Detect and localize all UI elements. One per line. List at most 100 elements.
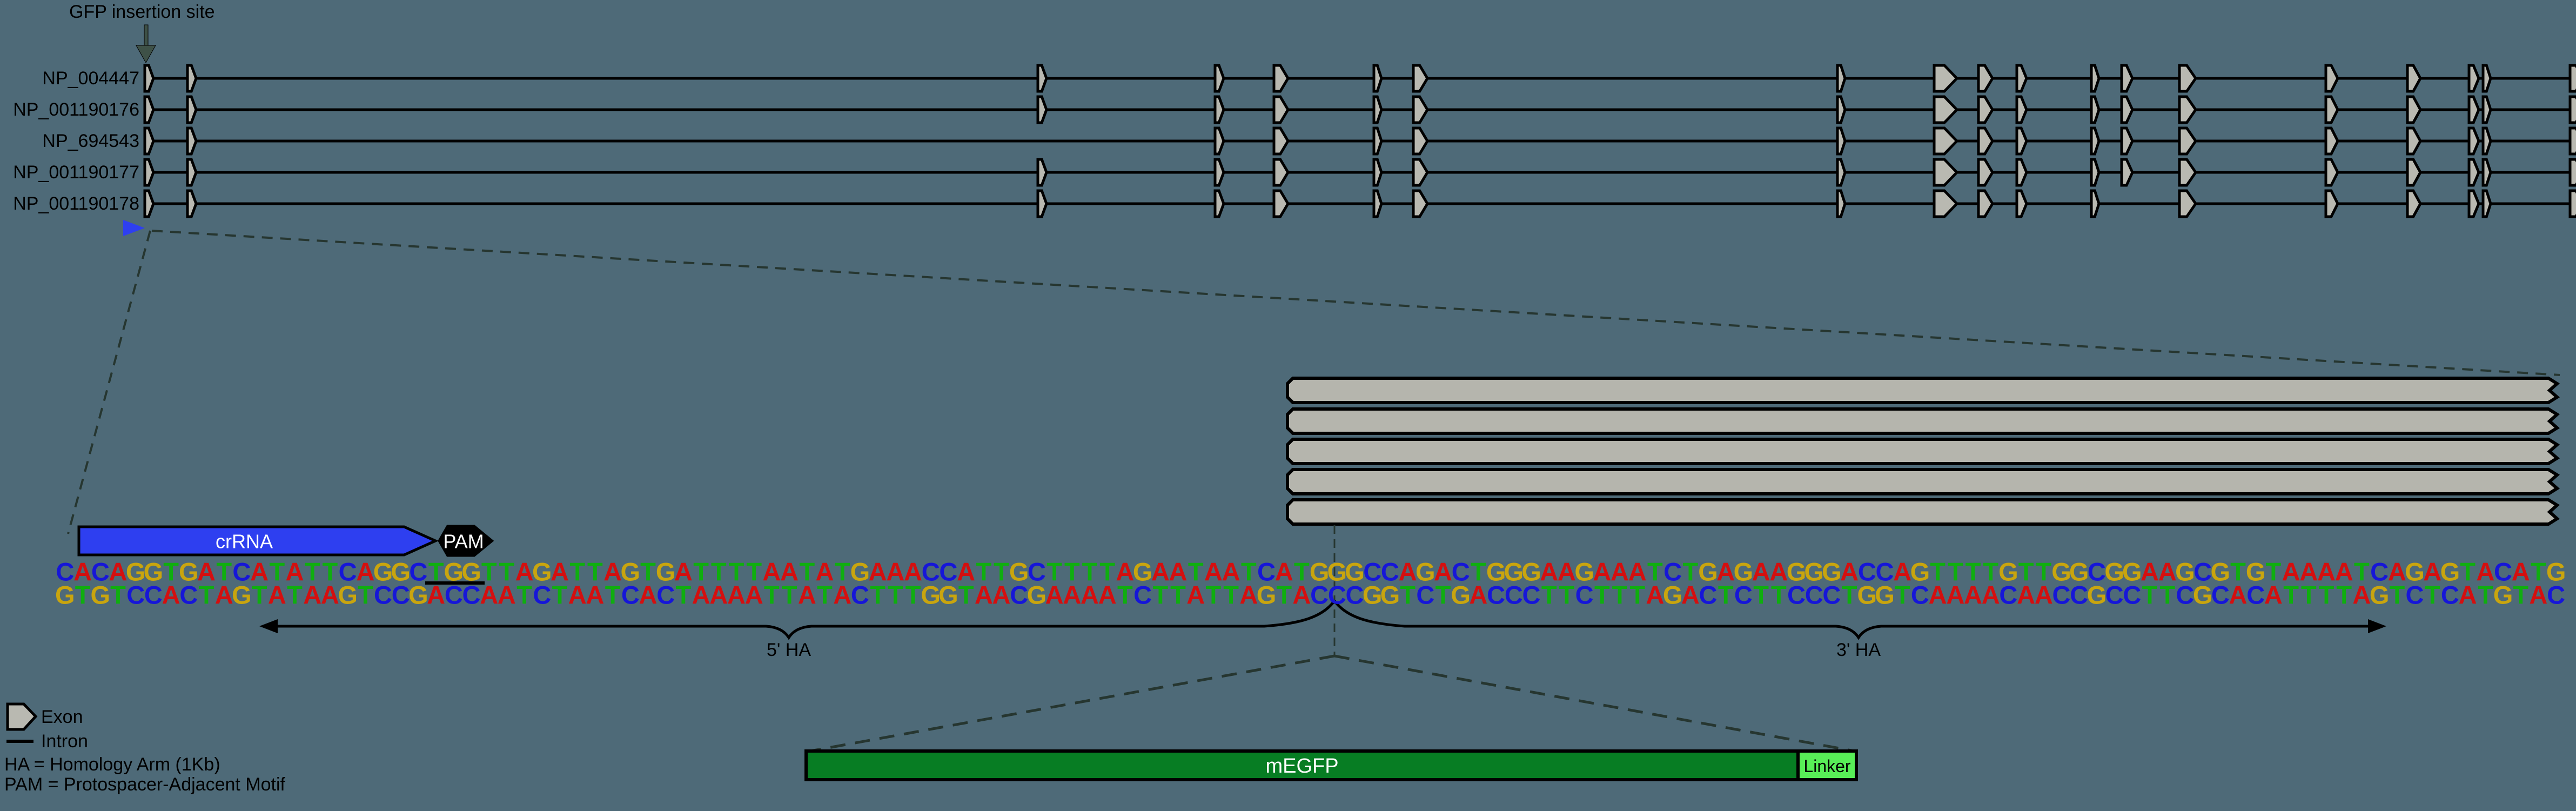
exon-glyph — [2178, 64, 2198, 93]
exon-glyph — [1412, 95, 1429, 124]
sequence-top-strand-base: C — [1257, 558, 1276, 586]
sequence-bottom-strand-base: A — [498, 581, 516, 609]
sequence-top-strand-base: T — [994, 558, 1009, 586]
exon-glyph — [2324, 95, 2339, 124]
sequence-bottom-strand-base: A — [1186, 581, 1205, 609]
sequence-bottom-strand-base: C — [2406, 581, 2424, 609]
sequence-bottom-strand-base: A — [2459, 581, 2477, 609]
sequence-top-strand-base: T — [2460, 558, 2476, 586]
sequence-top-strand-base: T — [2354, 558, 2370, 586]
exon-glyph — [2481, 95, 2492, 124]
exon-glyph — [1836, 126, 1847, 156]
exon-glyph — [1933, 64, 1959, 93]
exon-glyph — [2568, 158, 2576, 187]
sequence-bottom-strand-base: C — [656, 581, 675, 609]
sequence-top-strand-base: C — [1028, 558, 1046, 586]
sequence-bottom-strand-base: A — [1045, 581, 1064, 609]
exon-glyph — [1412, 189, 1429, 218]
sequence-bottom-strand-base: C — [2211, 581, 2230, 609]
exon-glyph — [1933, 189, 1959, 218]
sequence-top-strand-base: T — [711, 558, 727, 586]
sequence-bottom-strand-base: G — [1380, 581, 1400, 609]
sequence-bottom-strand-base: A — [480, 581, 498, 609]
sequence-bottom-strand-base: A — [833, 581, 851, 609]
exon-glyph — [2178, 126, 2198, 156]
legend-pam-definition: PAM = Protospacer-Adjacent Motif — [4, 774, 286, 795]
sequence-top-strand-base: G — [1133, 558, 1153, 586]
pam-hexagon — [438, 525, 494, 557]
sequence-bottom-strand-base: C — [1416, 581, 1434, 609]
sequence-bottom-strand-base: G — [2087, 581, 2107, 609]
exon-glyph — [143, 64, 155, 93]
sequence-bottom-strand-base: A — [1982, 581, 2000, 609]
sequence-bottom-strand-base: T — [605, 581, 621, 609]
sequence-top-strand-base: T — [1471, 558, 1486, 586]
sequence-bottom-strand-base: C — [1734, 581, 1753, 609]
sequence-top-strand-base: A — [2476, 558, 2494, 586]
sequence-top-strand-base: A — [2335, 558, 2353, 586]
sequence-bottom-strand-base: G — [338, 581, 358, 609]
sequence-bottom-strand-base: A — [568, 581, 587, 609]
guide-annotations-layer — [6, 525, 2386, 781]
sequence-bottom-strand-base: C — [2123, 581, 2141, 609]
zoom-region-bar — [1286, 468, 2560, 495]
sequence-bottom-strand-base: G — [232, 581, 252, 609]
transcript-tracks-layer — [123, 24, 2576, 236]
sequence-bottom-strand-base: T — [2513, 581, 2528, 609]
sequence-top-strand-base: A — [886, 558, 904, 586]
exon-glyph — [1272, 95, 1290, 124]
sequence-top-strand-base: A — [1275, 558, 1293, 586]
sequence-bottom-strand-base: C — [374, 581, 392, 609]
sequence-top-strand-base: T — [499, 558, 515, 586]
sequence-top-strand-base: T — [481, 558, 497, 586]
exon-glyph — [2406, 64, 2422, 93]
sequence-top-strand-base: A — [1893, 558, 1911, 586]
exon-glyph — [2467, 189, 2480, 218]
sequence-bottom-strand-base: C — [533, 581, 551, 609]
sequence-top-strand-base: G — [1310, 558, 1330, 586]
sequence-bottom-strand-base: T — [1842, 581, 1857, 609]
sequence-bottom-strand-base: G — [1663, 581, 1683, 609]
sequence-top-strand-base: C — [339, 558, 357, 586]
sequence-bottom-strand-base: C — [445, 581, 463, 609]
sequence-bottom-strand-base: C — [462, 581, 481, 609]
sequence-bottom-strand-base: A — [692, 581, 710, 609]
sequence-bottom-strand-base: T — [1206, 581, 1222, 609]
sequence-bottom-strand-base: A — [1469, 581, 1487, 609]
sequence-bottom-strand-base: T — [110, 581, 126, 609]
sequence-bottom-strand-base: T — [2301, 581, 2317, 609]
exon-glyph — [2406, 189, 2422, 218]
exon-glyph — [2568, 189, 2576, 218]
sequence-bottom-strand-base: T — [2389, 581, 2405, 609]
sequence-bottom-strand-base: A — [798, 581, 816, 609]
sequence-top-strand-base: A — [286, 558, 304, 586]
sequence-top-strand-base: T — [640, 558, 656, 586]
exon-glyph — [1213, 158, 1225, 187]
sequence-bottom-strand-base: C — [179, 581, 198, 609]
exon-glyph — [1412, 64, 1429, 93]
exon-glyph — [2481, 189, 2492, 218]
sequence-bottom-strand-base: A — [2035, 581, 2053, 609]
sequence-bottom-strand-base: T — [1594, 581, 1610, 609]
sequence-bottom-strand-base: A — [2352, 581, 2371, 609]
sequence-top-strand-base: A — [197, 558, 216, 586]
zoom-region-bar — [1286, 407, 2560, 435]
sequence-bottom-strand-base: C — [2052, 581, 2071, 609]
sequence-top-strand-base: G — [1822, 558, 1842, 586]
sequence-bottom-strand-base: G — [1363, 581, 1383, 609]
exon-glyph — [2324, 189, 2339, 218]
sequence-bottom-strand-base: C — [392, 581, 410, 609]
sequence-top-strand-base: G — [1804, 558, 1824, 586]
sequence-bottom-strand-base: T — [2478, 581, 2493, 609]
sequence-bottom-strand-base: T — [287, 581, 303, 609]
sequence-top-strand-base: A — [904, 558, 922, 586]
exon-glyph — [1836, 64, 1847, 93]
sequence-top-strand-base: C — [1876, 558, 1894, 586]
crrna-site-triangle — [123, 220, 145, 236]
exon-glyph — [2406, 158, 2422, 187]
exon-glyph — [1036, 189, 1048, 218]
sequence-bottom-strand-base: T — [1629, 581, 1645, 609]
sequence-top-strand-base: T — [1647, 558, 1663, 586]
sequence-top-strand-base: C — [232, 558, 251, 586]
